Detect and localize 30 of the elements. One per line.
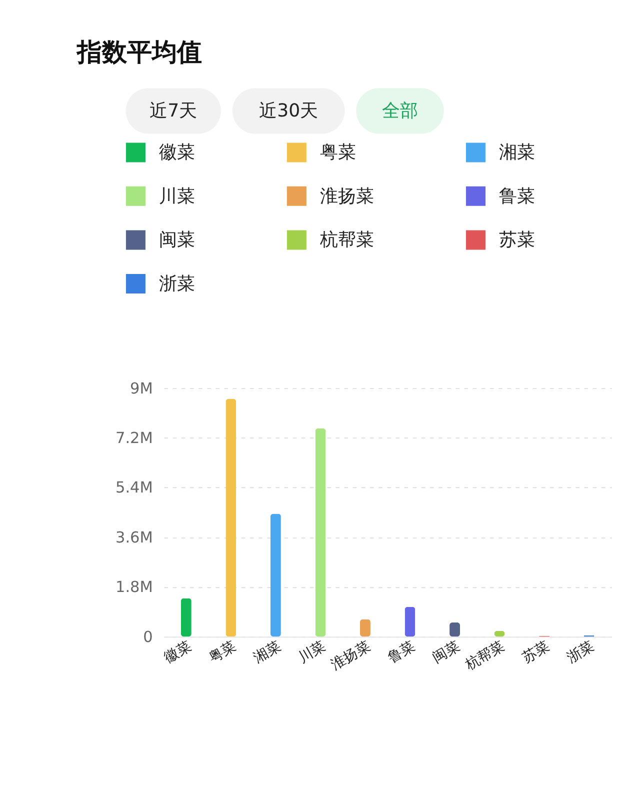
legend-label: 粤菜 (320, 142, 356, 164)
x-tick-label: 鲁菜 (385, 638, 418, 666)
legend-label: 浙菜 (159, 274, 196, 294)
text: 近7天 (150, 100, 198, 122)
legend-label: 杭帮菜 (319, 230, 374, 251)
x-tick-label: 淮扬菜 (328, 638, 373, 674)
y-tick-label: 3.6M (116, 528, 153, 546)
x-tick-label: 川菜 (296, 638, 328, 666)
text: 近30天 (259, 100, 318, 122)
y-tick-label: 5.4M (116, 478, 153, 497)
x-tick-label: 浙菜 (564, 638, 597, 666)
text: 全部 (382, 100, 418, 122)
x-tick-label: 徽菜 (162, 638, 194, 666)
legend-label: 闽菜 (159, 230, 196, 251)
legend-label: 淮扬菜 (320, 186, 374, 207)
legend-label: 徽菜 (159, 142, 196, 164)
legend-label: 鲁菜 (499, 186, 536, 207)
y-tick-label: 1.8M (116, 578, 153, 596)
x-tick-label: 粤菜 (206, 638, 239, 666)
y-tick-label: 0 (143, 628, 153, 646)
x-tick-label: 苏菜 (520, 638, 552, 666)
legend-label: 湘菜 (499, 142, 536, 164)
y-tick-label: 9M (130, 379, 153, 398)
chart-title: 指数平均值 (76, 37, 202, 66)
y-tick-label: 7.2M (116, 429, 153, 448)
x-tick-label: 闽菜 (430, 638, 462, 666)
x-tick-label: 杭帮菜 (462, 638, 508, 674)
legend-label: 苏菜 (499, 230, 536, 251)
x-tick-label: 湘菜 (251, 638, 284, 666)
legend-label: 川菜 (159, 186, 196, 207)
